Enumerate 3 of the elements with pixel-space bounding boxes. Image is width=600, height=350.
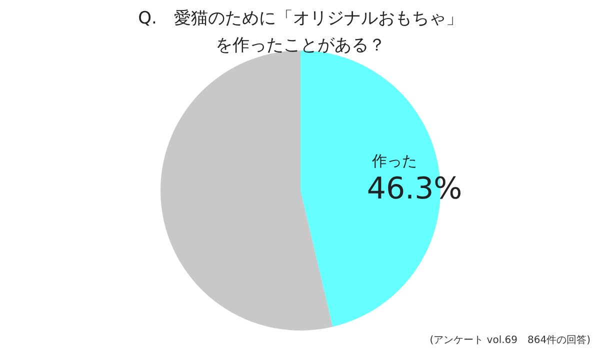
text: (アンケート vol.69 864件の回答) <box>430 334 591 346</box>
slice-label: 作った <box>371 152 418 170</box>
chart-title: Q. 愛猫のために「オリジナルおもちゃ」を作ったことがある？ <box>138 8 463 56</box>
